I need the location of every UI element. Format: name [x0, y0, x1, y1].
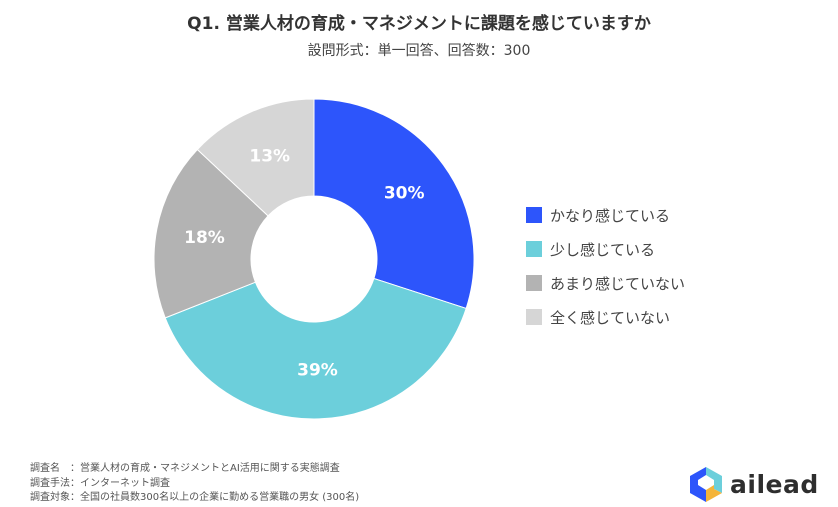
ailead-cube-icon — [690, 467, 722, 502]
slice-label-0: 30% — [384, 183, 425, 203]
survey-footnote: 調査名 ：営業人材の育成・マネジメントとAI活用に関する実態調査 調査手法：イン… — [30, 462, 359, 506]
donut-slice-3 — [196, 98, 315, 217]
legend-label: 全く感じていない — [550, 308, 671, 327]
legend-label: あまり感じていない — [550, 274, 686, 293]
cube-right-face — [706, 467, 722, 493]
legend-swatch — [526, 241, 542, 257]
legend-swatch — [526, 309, 542, 325]
chart-title: Q1. 営業人材の育成・マネジメントに課題を感じていますか — [187, 14, 651, 34]
brand-name: ailead — [730, 469, 819, 499]
legend-swatch — [526, 207, 542, 223]
donut-slice-1 — [164, 277, 467, 420]
chart-subtitle: 設問形式：単一回答、回答数：300 — [307, 43, 531, 59]
slice-label-2: 18% — [184, 228, 225, 248]
legend-label: かなり感じている — [550, 206, 671, 225]
legend-item-1: 少し感じている — [526, 232, 685, 266]
slice-label-3: 13% — [249, 147, 290, 167]
footnote-survey-target: 調査対象：全国の社員数300名以上の企業に勤める営業職の男女 (300名) — [30, 492, 360, 503]
footnote-survey-name: 調査名 ：営業人材の育成・マネジメントとAI活用に関する実態調査 — [30, 463, 340, 474]
legend-swatch — [526, 275, 542, 291]
legend-item-2: あまり感じていない — [526, 266, 685, 300]
brand-logo: ailead — [688, 465, 819, 503]
legend-label: 少し感じている — [550, 240, 656, 259]
footnote-survey-method: 調査手法：インターネット調査 — [30, 477, 170, 489]
slice-label-1: 39% — [297, 360, 338, 380]
cube-bottom-face — [706, 485, 722, 502]
donut-slice-2 — [153, 148, 269, 319]
legend-item-3: 全く感じていない — [526, 300, 685, 334]
legend-item-0: かなり感じている — [526, 198, 685, 232]
chart-legend: かなり感じている 少し感じている あまり感じていない 全く感じていない — [526, 198, 685, 334]
cube-left-face — [690, 467, 706, 502]
donut-slice-0 — [313, 98, 475, 310]
